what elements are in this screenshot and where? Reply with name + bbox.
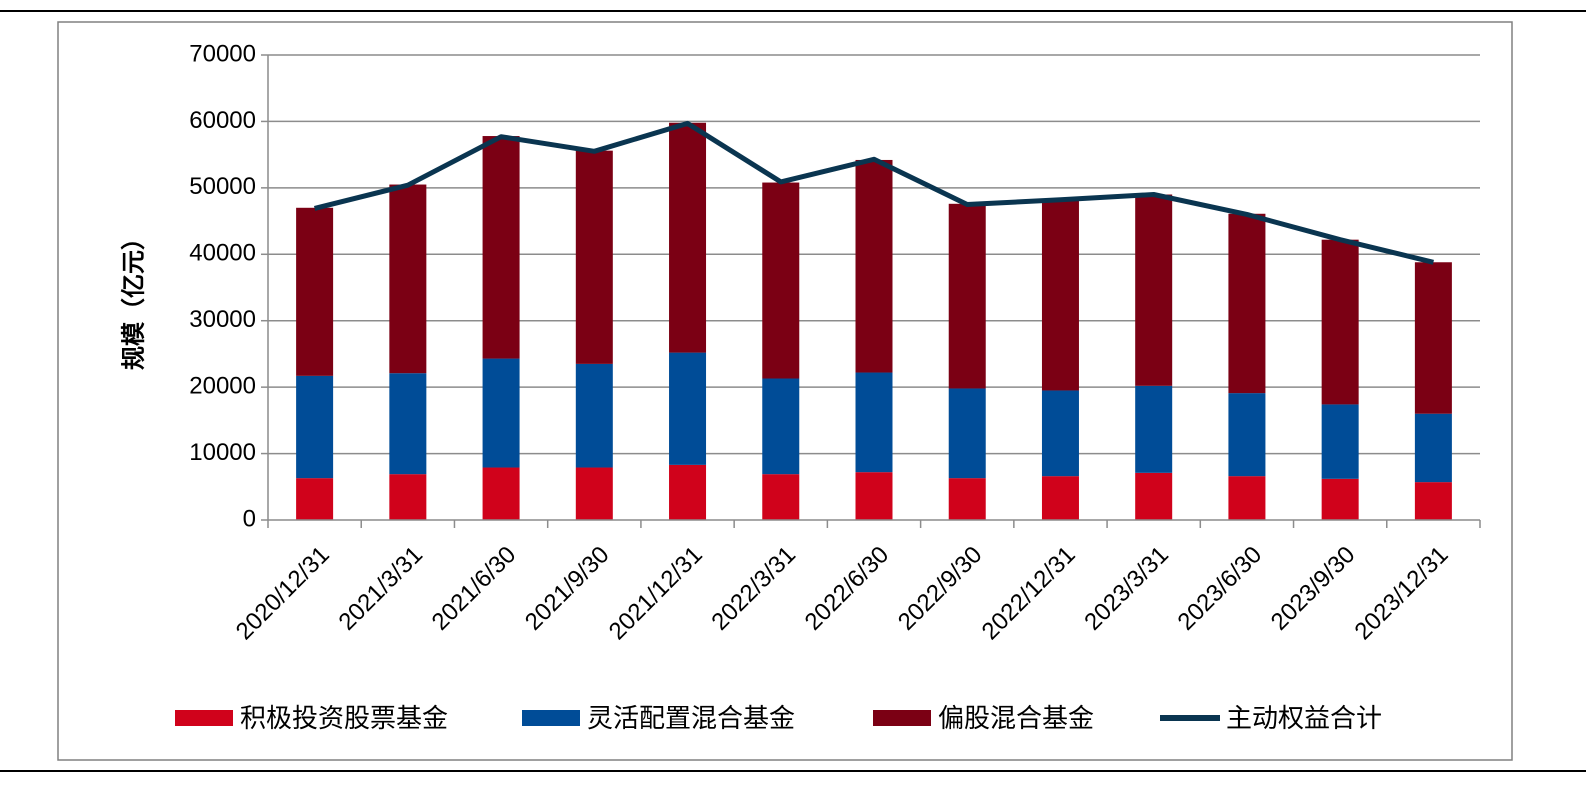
axes [261,54,1481,528]
bar-segment-1 [1041,390,1079,477]
y-tick-label: 30000 [189,306,256,333]
legend-swatch-2 [873,710,931,726]
bar-segment-1 [1414,413,1452,483]
x-tick-label: 2020/12/31 [231,541,335,645]
y-tick-label: 50000 [189,173,256,200]
y-tick-label: 0 [243,505,256,532]
bar-segment-1 [575,363,613,468]
bar-segment-2 [948,203,986,389]
x-tick-label: 2022/12/31 [977,541,1081,645]
bar-segment-0 [1321,478,1359,520]
bar-segment-0 [482,467,520,520]
bar-segment-2 [1414,262,1452,414]
bar-segment-0 [575,467,613,520]
x-tick-label: 2023/6/30 [1173,541,1268,636]
bar-segment-2 [1135,194,1173,386]
bars [296,122,1452,520]
x-tick-label: 2022/9/30 [893,541,988,636]
bar-segment-2 [762,182,800,379]
y-tick-labels: 0 10000 20000 30000 40000 50000 60000 70000 [189,40,256,532]
bar-segment-2 [296,207,334,376]
legend-label-3: 主动权益合计 [1226,703,1382,733]
bar-segment-1 [762,378,800,475]
legend-label-1: 灵活配置混合基金 [587,703,795,733]
gridlines [268,54,1480,455]
x-tick-label: 2023/3/31 [1079,541,1174,636]
x-tick-label: 2021/12/31 [604,541,708,645]
x-tick-label: 2022/3/31 [706,541,801,636]
bar-segment-1 [669,352,707,465]
x-tick-label: 2021/3/31 [333,541,428,636]
y-tick-label: 60000 [189,107,256,134]
bar-segment-0 [389,474,427,520]
series-line-total [313,120,1434,265]
bar-segment-0 [948,478,986,520]
bar-segment-2 [669,122,707,353]
chart-frame [57,21,1513,761]
x-tick-labels: 2020/12/312021/3/312021/6/302021/9/30202… [231,541,1454,645]
y-tick-label: 10000 [189,439,256,466]
bar-segment-1 [948,388,986,479]
bar-segment-1 [855,372,893,473]
bar-segment-2 [575,150,613,364]
x-tick-label: 2023/9/30 [1266,541,1361,636]
x-tick-label: 2023/12/31 [1350,541,1454,645]
bar-segment-2 [389,184,427,374]
bar-segment-1 [1321,404,1359,479]
bar-segment-0 [1135,472,1173,520]
legend: 积极投资股票基金 灵活配置混合基金 偏股混合基金 主动权益合计 [175,703,1382,733]
y-tick-label: 70000 [189,40,256,67]
bar-segment-0 [296,478,334,520]
bar-segment-2 [1321,239,1359,405]
y-axis-label: 规模（亿元） [120,226,147,370]
bar-segment-0 [669,464,707,520]
bar-segment-1 [482,358,520,468]
x-tick-label: 2021/6/30 [427,541,522,636]
legend-label-2: 偏股混合基金 [938,703,1094,733]
x-tick-label: 2022/6/30 [800,541,895,636]
y-tick-label: 20000 [189,372,256,399]
bar-segment-0 [1414,482,1452,520]
bar-segment-2 [855,159,893,373]
bar-segment-0 [762,474,800,520]
bar-segment-0 [1041,476,1079,520]
legend-label-0: 积极投资股票基金 [240,703,448,733]
bar-segment-0 [855,472,893,520]
bar-segment-1 [389,373,427,475]
legend-swatch-0 [175,710,233,726]
legend-swatch-1 [522,710,580,726]
bar-segment-1 [1135,385,1173,473]
bar-segment-1 [296,375,334,479]
bar-segment-1 [1228,393,1266,477]
bar-segment-2 [1228,213,1266,394]
x-tick-label: 2021/9/30 [520,541,615,636]
bar-segment-2 [1041,199,1079,391]
bar-segment-2 [482,136,520,359]
y-tick-label: 40000 [189,240,256,267]
bar-segment-0 [1228,476,1266,520]
